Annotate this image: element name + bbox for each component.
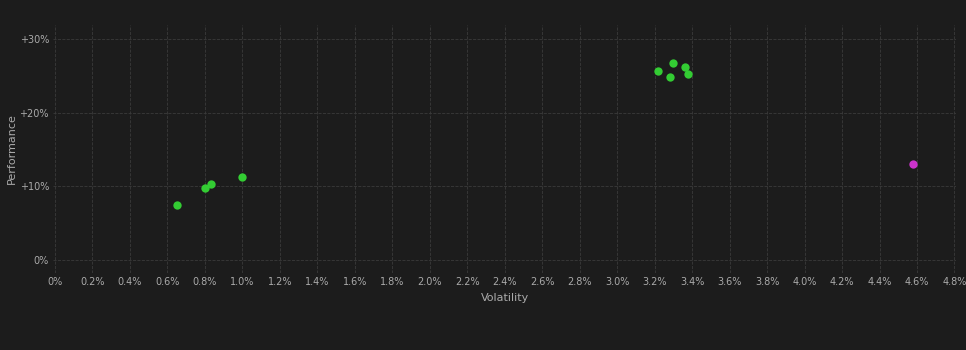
- Point: [662, 75, 677, 80]
- Y-axis label: Performance: Performance: [7, 113, 16, 184]
- Point: [905, 161, 921, 167]
- Point: [677, 64, 693, 70]
- Point: [235, 175, 250, 180]
- Point: [666, 61, 681, 66]
- Point: [681, 72, 696, 77]
- Point: [651, 68, 667, 74]
- X-axis label: Volatility: Volatility: [481, 293, 528, 303]
- Point: [203, 181, 218, 187]
- Point: [169, 202, 185, 208]
- Point: [197, 185, 213, 190]
